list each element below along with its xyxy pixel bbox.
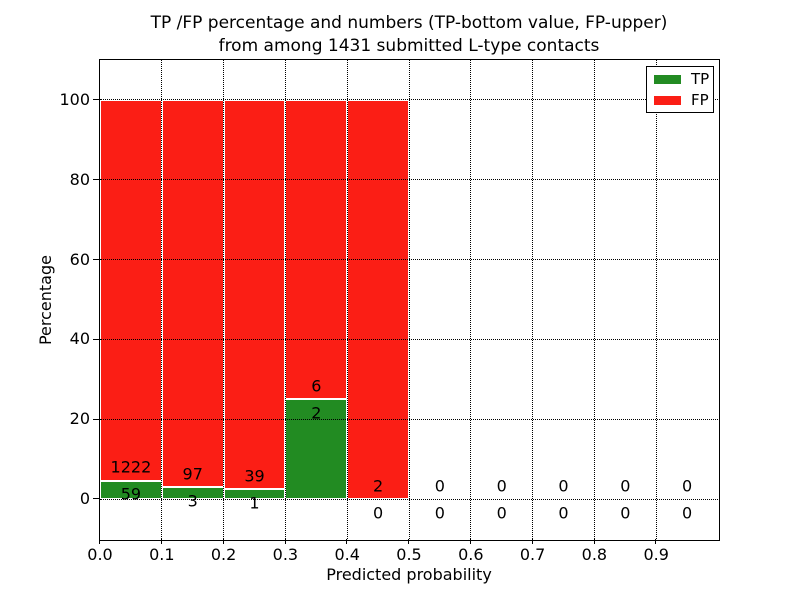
gridline-vertical xyxy=(223,60,225,539)
fp-count-label: 2 xyxy=(373,476,384,496)
y-tick xyxy=(93,258,99,260)
legend-label-tp: TP xyxy=(691,69,710,88)
tp-color-swatch xyxy=(654,74,681,84)
fp-count-label: 0 xyxy=(496,476,507,496)
bar-fp-segment xyxy=(161,99,224,488)
bar-fp-segment xyxy=(223,99,286,490)
gridline-vertical xyxy=(470,60,472,539)
bar-fp-segment xyxy=(285,99,348,400)
tp-count-label: 59 xyxy=(120,484,142,504)
x-tick xyxy=(531,539,533,544)
x-tick-label: 0.7 xyxy=(519,545,546,564)
bar-fp-segment xyxy=(100,99,162,481)
x-tick xyxy=(593,539,595,544)
fp-count-label: 97 xyxy=(182,464,203,484)
gridline-vertical xyxy=(408,60,410,539)
fp-count-label: 0 xyxy=(558,476,569,496)
tp-count-label: 3 xyxy=(187,491,198,511)
legend-label-fp: FP xyxy=(691,90,709,109)
x-tick-label: 0.6 xyxy=(458,545,484,564)
y-tick-label: 100 xyxy=(59,89,90,109)
y-tick-label: 80 xyxy=(69,169,90,189)
legend-item-tp: TP xyxy=(654,69,713,88)
tp-count-label: 0 xyxy=(558,503,569,523)
fp-count-label: 1222 xyxy=(110,457,152,477)
x-tick-label: 0.3 xyxy=(272,545,299,564)
y-tick-label: 60 xyxy=(69,249,90,269)
x-axis-label: Predicted probability xyxy=(326,565,492,584)
tp-count-label: 2 xyxy=(311,403,322,423)
tp-count-label: 0 xyxy=(682,503,693,523)
x-tick-label: 0.4 xyxy=(334,545,360,564)
x-tick xyxy=(161,539,163,544)
bar-fp-segment xyxy=(347,99,409,500)
y-axis-label: Percentage xyxy=(36,255,55,346)
y-tick xyxy=(93,338,99,340)
gridline-vertical xyxy=(593,60,595,539)
x-tick xyxy=(655,539,657,544)
fp-color-swatch xyxy=(654,95,681,105)
chart-title-line1: TP /FP percentage and numbers (TP-bottom… xyxy=(150,13,668,33)
gridline-vertical xyxy=(655,60,657,539)
tp-count-label: 0 xyxy=(373,503,384,523)
chart-title-line2: from among 1431 submitted L-type contact… xyxy=(218,36,600,56)
x-tick xyxy=(408,539,410,544)
x-tick-label: 0.2 xyxy=(210,545,237,564)
tp-count-label: 1 xyxy=(249,493,260,513)
fp-count-label: 6 xyxy=(311,376,322,396)
x-tick xyxy=(346,539,348,544)
y-tick-label: 20 xyxy=(69,409,90,429)
tp-count-label: 0 xyxy=(434,503,445,523)
y-tick xyxy=(93,99,99,101)
fp-count-label: 39 xyxy=(244,466,265,486)
gridline-vertical xyxy=(284,60,286,539)
fp-count-label: 0 xyxy=(682,476,693,496)
x-tick-label: 0.1 xyxy=(149,545,175,564)
x-tick-label: 0.5 xyxy=(396,545,422,564)
x-tick-label: 0.0 xyxy=(87,545,113,564)
plot-area: 1222 59 97 3 39 1 6 2 2 0 0 0 0 0 0 0 0 0 0 0 xyxy=(98,58,720,541)
x-tick xyxy=(470,539,472,544)
x-tick-label: 0.9 xyxy=(643,545,669,564)
gridline-vertical xyxy=(346,60,348,539)
y-tick xyxy=(93,179,99,180)
x-tick xyxy=(99,539,101,544)
tp-count-label: 0 xyxy=(496,503,507,523)
gridline-vertical xyxy=(532,60,534,539)
y-tick xyxy=(93,498,99,500)
y-tick-label: 0 xyxy=(79,489,90,509)
x-tick xyxy=(222,539,224,544)
fp-count-label: 0 xyxy=(620,476,631,496)
x-tick-label: 0.8 xyxy=(581,545,608,564)
x-tick xyxy=(284,539,286,544)
legend-item-fp: FP xyxy=(654,90,713,109)
y-tick-label: 40 xyxy=(69,329,90,349)
fp-count-label: 0 xyxy=(434,476,445,496)
legend: TP FP xyxy=(646,66,714,113)
gridline-vertical xyxy=(161,60,163,539)
y-tick xyxy=(93,418,99,420)
tp-count-label: 0 xyxy=(620,503,631,523)
